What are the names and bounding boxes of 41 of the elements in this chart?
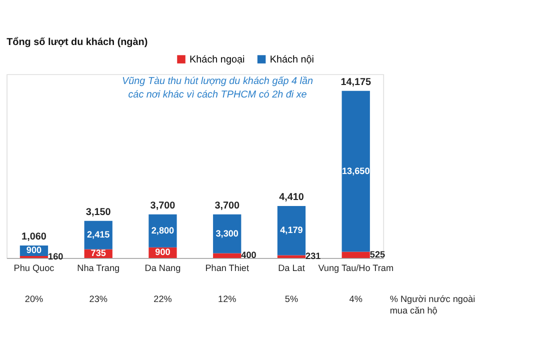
x-tick-label: Phan Thiet — [205, 262, 250, 273]
data-label: 2,415 — [86, 230, 110, 240]
legend-label: Khách nội — [270, 54, 314, 66]
data-label: 735 — [90, 248, 106, 258]
text: % Người nước ngoài mua căn hộ — [390, 294, 476, 316]
text: 23% — [89, 294, 108, 304]
data-label: 160 — [48, 251, 64, 262]
bar — [277, 206, 306, 256]
chart-title: Tổng số lượt du khách (ngàn) — [6, 36, 148, 48]
annotation: Vũng Tàu thu hút lượng du khách gấp 4 lần các nơi khác vì cách TPHCM có 2h đi xe — [122, 76, 314, 100]
data-label: 900 — [155, 247, 170, 258]
text: 12% — [218, 294, 236, 304]
data-label: 2,800 — [151, 225, 174, 236]
x-tick-label: Vung Tau/Ho Tram — [318, 262, 394, 273]
data-label: 4,179 — [280, 225, 303, 236]
data-label: 3,300 — [216, 228, 238, 238]
x-tick-label: Nha Trang — [77, 262, 120, 273]
data-label: 525 — [370, 249, 386, 260]
text: 20% — [24, 294, 44, 304]
text: 4% — [349, 294, 362, 304]
legend-label: Khách ngoại — [190, 54, 245, 66]
data-label: 13,650 — [342, 166, 370, 176]
bar — [213, 253, 242, 258]
x-tick-label: Da Lat — [278, 262, 306, 273]
total-label: 4,410 — [279, 192, 304, 204]
total-label: 3,150 — [86, 207, 112, 218]
bar — [342, 252, 370, 258]
text: 22% — [154, 294, 172, 304]
bar — [148, 214, 177, 248]
total-label: 3,700 — [214, 200, 240, 212]
bar — [342, 90, 370, 252]
data-label: 400 — [241, 250, 256, 260]
x-tick-label: Da Nang — [144, 262, 181, 273]
bar — [277, 255, 306, 258]
text: 5% — [284, 294, 298, 304]
x-tick-label: Phu Quoc — [14, 262, 55, 273]
total-label: 1,060 — [22, 232, 47, 243]
total-label: 14,175 — [340, 77, 372, 88]
total-label: 3,700 — [150, 200, 176, 212]
data-label: 900 — [26, 245, 42, 256]
data-label: 231 — [306, 251, 321, 262]
